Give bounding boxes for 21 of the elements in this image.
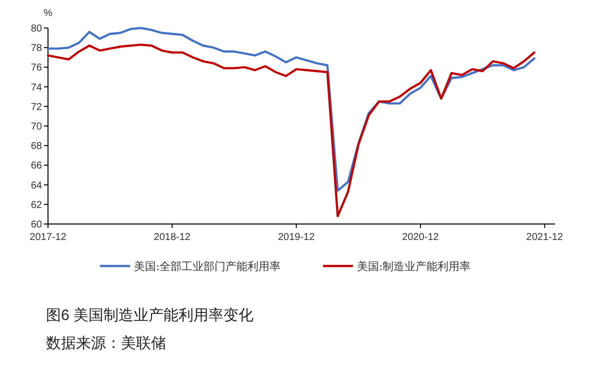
x-tick-label: 2019-12 <box>278 232 316 243</box>
y-tick-label: 62 <box>30 200 42 211</box>
source-note: 数据来源：美联储 <box>46 335 166 352</box>
caption: 图6 美国制造业产能利用率变化 <box>46 307 254 324</box>
y-tick-label: 70 <box>30 122 42 132</box>
y-tick-label: 80 <box>30 24 42 34</box>
x-tick-label: 2021-12 <box>526 232 564 243</box>
y-tick-label: 72 <box>30 102 42 113</box>
y-tick-label: 68 <box>30 141 42 152</box>
x-tick-label: 2018-12 <box>154 232 191 243</box>
y-tick-label: 78 <box>30 43 42 54</box>
y-tick-label: 74 <box>30 82 42 94</box>
y-tick-label: 60 <box>30 220 42 230</box>
x-tick-label: 2017-12 <box>30 232 67 243</box>
y-tick-label: 66 <box>30 160 42 172</box>
x-tick-label: 2020-12 <box>402 232 440 243</box>
legend-label: 美国:全部工业部门产能利用率 <box>134 260 281 273</box>
y-tick-label: 76 <box>30 62 42 74</box>
legend-label: 美国:制造业产能利用率 <box>357 260 471 273</box>
y-tick-label: 64 <box>30 180 42 192</box>
y-axis-title: % <box>44 8 53 19</box>
